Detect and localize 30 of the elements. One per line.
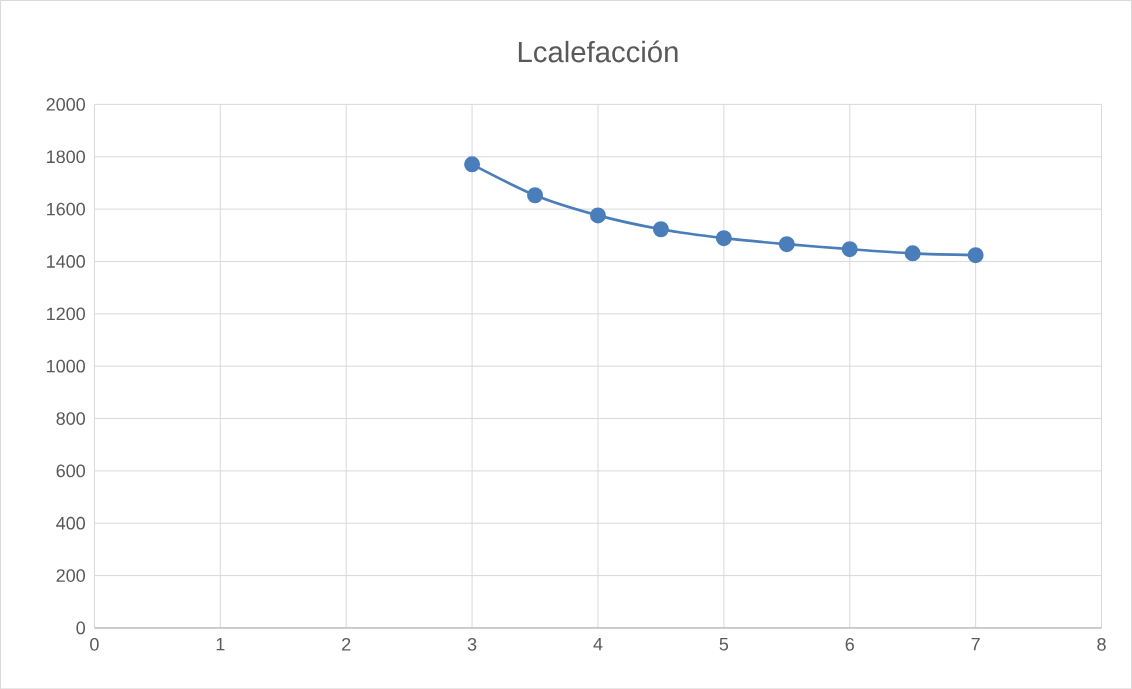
point [464, 156, 481, 173]
x-tick-label: 7 [971, 637, 980, 651]
y-tick-label: 1400 [47, 254, 85, 268]
point [715, 229, 732, 246]
x-tick-label: 3 [467, 637, 477, 651]
y-tick-label: 800 [56, 411, 85, 425]
y-tick-label: 2000 [46, 97, 85, 111]
y-tick-label: 400 [56, 516, 85, 530]
point [841, 240, 858, 257]
y-tick-label: 1200 [47, 307, 85, 320]
y-tick-label: 0 [76, 621, 86, 635]
x-tick-label: 6 [845, 637, 854, 651]
point [778, 236, 795, 252]
x-tick-label: 2 [342, 637, 351, 651]
x-tick-label: 0 [90, 637, 99, 651]
point [589, 207, 606, 224]
point [652, 221, 669, 238]
x-tick-label: 4 [593, 637, 603, 651]
y-tick-label: 1000 [47, 359, 85, 373]
x-tick-label: 5 [719, 637, 729, 651]
y-tick-label: 1600 [47, 202, 85, 216]
point [904, 245, 921, 262]
y-tick-label: 1800 [47, 150, 85, 163]
y-tick-label: 200 [56, 569, 85, 582]
x-tick-label: 8 [1097, 637, 1106, 651]
point [967, 247, 984, 263]
point [527, 187, 544, 204]
chart-title: Lcalefacción [518, 40, 678, 63]
x-tick-label: 1 [216, 637, 225, 651]
y-tick-label: 600 [56, 464, 85, 478]
